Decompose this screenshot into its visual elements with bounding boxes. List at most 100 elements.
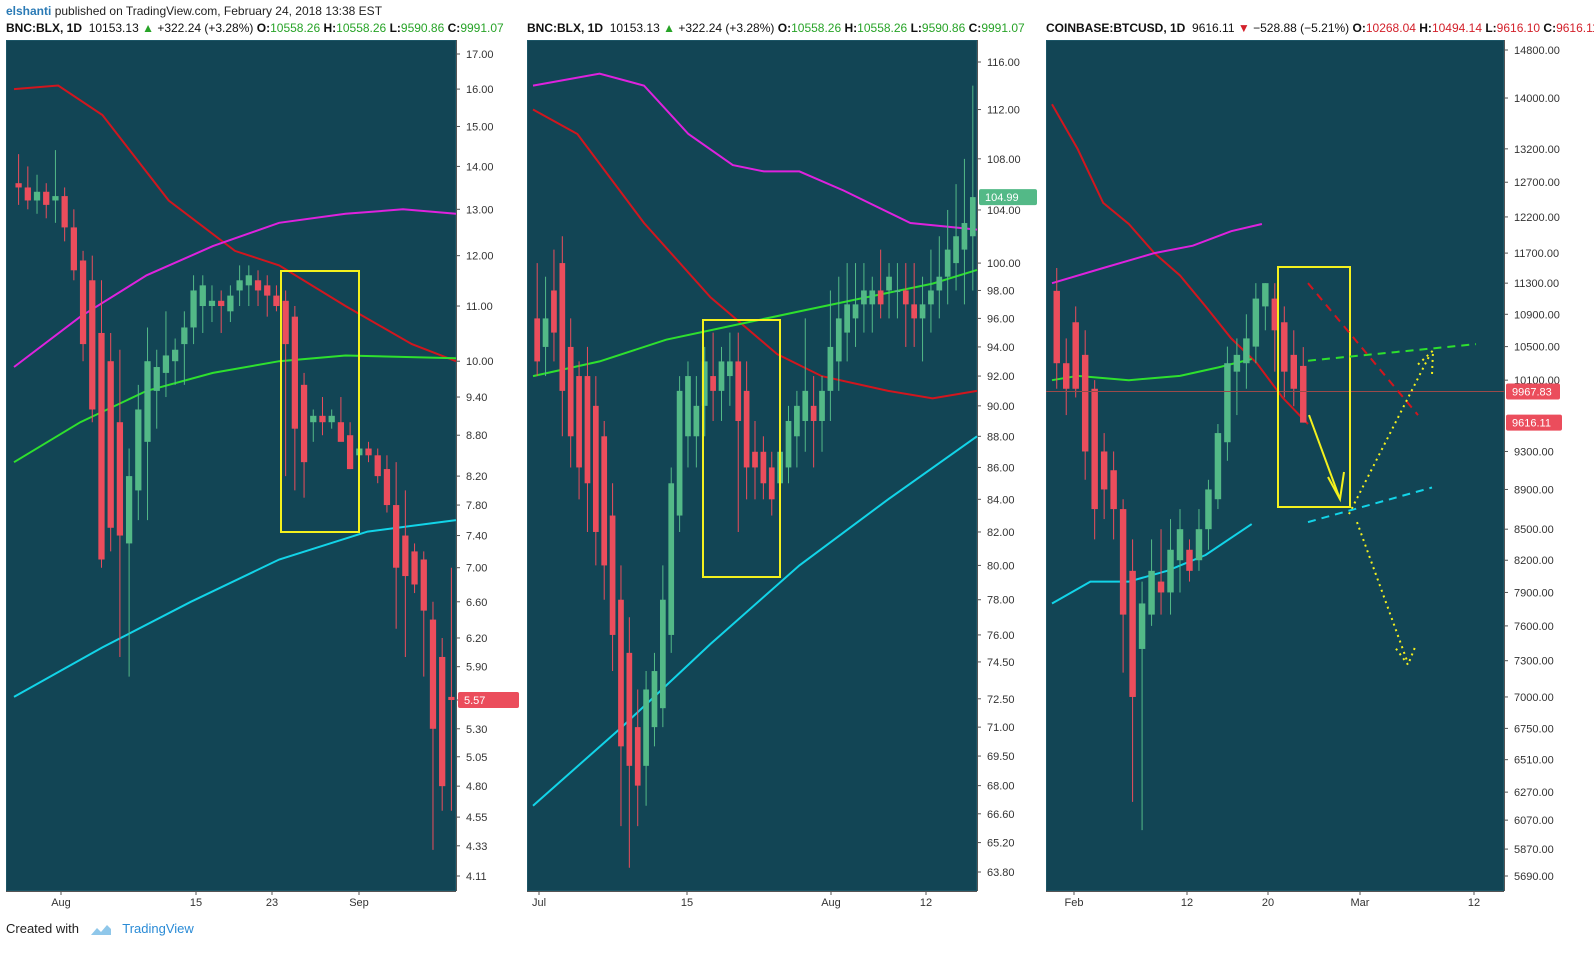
candle-body xyxy=(559,263,566,391)
time-scale xyxy=(6,891,456,911)
chart-panel-3[interactable]: 14800.00 14000.00 13200.00 12700.00 12200.00… xyxy=(1046,40,1564,911)
tradingview-link[interactable]: TradingView xyxy=(122,921,194,936)
candle-body xyxy=(15,183,22,188)
open-label: O: xyxy=(256,21,271,35)
candle-body xyxy=(218,300,225,307)
candle-body xyxy=(944,249,951,277)
candle-body xyxy=(310,415,317,423)
moving-average-red xyxy=(532,108,978,400)
candle-body xyxy=(52,196,59,201)
forecast-arrow-line xyxy=(1308,414,1341,500)
change: −528.88 (−5.21%) xyxy=(1253,21,1350,35)
symbol[interactable]: BNC:BLX, 1D xyxy=(527,21,604,35)
candle-body xyxy=(743,390,750,468)
author-name[interactable]: elshanti xyxy=(6,4,52,18)
y-tick-label: 108.00 xyxy=(987,154,1021,166)
candle-body xyxy=(337,422,345,442)
projected-green-line xyxy=(1307,343,1477,362)
price: 9616.11 xyxy=(1192,21,1235,35)
tradingview-logo-icon xyxy=(90,924,111,935)
candle-body xyxy=(542,318,549,347)
highlight-box xyxy=(1277,266,1351,508)
candle-body xyxy=(1186,549,1193,571)
candle-body xyxy=(668,483,675,635)
candle-body xyxy=(1195,529,1203,561)
y-tick-label: 10.00 xyxy=(466,356,494,368)
y-tick-label: 13200.00 xyxy=(1514,144,1560,156)
candle-body xyxy=(448,696,455,701)
x-tick-label: Mar xyxy=(1351,897,1370,909)
candle-body xyxy=(282,300,289,345)
chart-svg-2[interactable]: 116.00 112.00 108.00 104.00 100.00 98.00 96.00… xyxy=(527,40,1039,911)
candle-body xyxy=(346,435,354,470)
candle-body xyxy=(98,332,105,560)
y-tick-label: 63.80 xyxy=(987,867,1015,879)
change: +322.24 (+3.28%) xyxy=(678,21,775,35)
chart-svg-1[interactable]: 17.00 16.00 15.00 14.00 13.00 12.00 11.00 10.00… xyxy=(6,40,521,911)
chart-panel-2[interactable]: 116.00 112.00 108.00 104.00 100.00 98.00 96.00… xyxy=(527,40,1039,911)
chart-header-1: BNC:BLX, 1D 10153.13 ▲ +322.24 (+3.28%) … xyxy=(6,21,522,38)
y-tick-label: 12700.00 xyxy=(1514,177,1560,189)
plot-frame xyxy=(527,40,977,891)
candle-body xyxy=(402,535,409,577)
y-tick-label: 7.40 xyxy=(466,531,487,543)
high-value: 10558.26 xyxy=(857,21,908,35)
moving-average-magenta xyxy=(1051,223,1263,285)
y-tick-label: 4.11 xyxy=(466,871,487,883)
y-tick-label: 7300.00 xyxy=(1514,656,1554,668)
candle-body xyxy=(411,551,418,585)
mark-price-label: 9967.83 xyxy=(1512,387,1552,399)
high-value: 10558.26 xyxy=(336,21,387,35)
y-tick-label: 96.00 xyxy=(987,313,1015,325)
last-price-label: 5.57 xyxy=(464,695,485,707)
candle-body xyxy=(835,318,842,362)
price-scale xyxy=(1504,40,1564,911)
close-value: 9616.11 xyxy=(1556,21,1594,35)
candle-body xyxy=(609,515,616,635)
candle-body xyxy=(911,304,918,319)
highlight-box xyxy=(280,270,360,533)
chart-panel-1[interactable]: 17.00 16.00 15.00 14.00 13.00 12.00 11.00 10.00… xyxy=(6,40,521,911)
y-tick-label: 92.00 xyxy=(987,371,1015,383)
y-tick-label: 112.00 xyxy=(987,105,1020,117)
y-tick-label: 11700.00 xyxy=(1514,248,1559,260)
y-tick-label: 10500.00 xyxy=(1514,342,1560,354)
chart-svg-3[interactable]: 14800.00 14000.00 13200.00 12700.00 12200.00… xyxy=(1046,40,1564,911)
y-tick-label: 9300.00 xyxy=(1514,446,1554,458)
y-tick-label: 4.55 xyxy=(466,812,487,824)
candle-body xyxy=(1148,570,1155,615)
y-tick-label: 17.00 xyxy=(466,49,494,61)
y-tick-label: 74.50 xyxy=(987,657,1015,669)
y-tick-label: 8.20 xyxy=(466,471,487,483)
close-value: 9991.07 xyxy=(460,21,504,35)
y-tick-label: 86.00 xyxy=(987,462,1015,474)
candle-body xyxy=(919,304,926,319)
candle-body xyxy=(172,349,179,362)
candle-body xyxy=(328,415,335,423)
y-tick-label: 98.00 xyxy=(987,285,1015,297)
x-tick-label: 23 xyxy=(266,897,278,909)
open-value: 10558.26 xyxy=(791,21,842,35)
candle-body xyxy=(861,290,867,305)
candle-body xyxy=(89,280,96,410)
y-tick-label: 6070.00 xyxy=(1514,815,1554,827)
candle-body xyxy=(961,223,968,250)
x-tick-label: Feb xyxy=(1065,897,1084,909)
y-tick-label: 14800.00 xyxy=(1514,45,1560,57)
candle-body xyxy=(144,361,151,442)
symbol[interactable]: BNC:BLX, 1D xyxy=(6,21,83,35)
candle-body xyxy=(576,376,582,468)
symbol[interactable]: COINBASE:BTCUSD, 1D xyxy=(1046,21,1186,35)
candle-body xyxy=(710,376,716,391)
candle-body xyxy=(660,599,666,709)
close-label: C: xyxy=(1543,21,1557,35)
y-tick-label: 5.30 xyxy=(466,724,487,736)
moving-average-magenta xyxy=(532,72,978,231)
candle-body xyxy=(785,420,792,468)
moving-average-cyan xyxy=(1051,523,1253,605)
high-value: 10494.14 xyxy=(1431,21,1482,35)
candle-body xyxy=(701,361,708,406)
y-tick-label: 5690.00 xyxy=(1514,871,1554,883)
candle-body xyxy=(181,327,188,345)
price: 10153.13 xyxy=(88,21,139,35)
